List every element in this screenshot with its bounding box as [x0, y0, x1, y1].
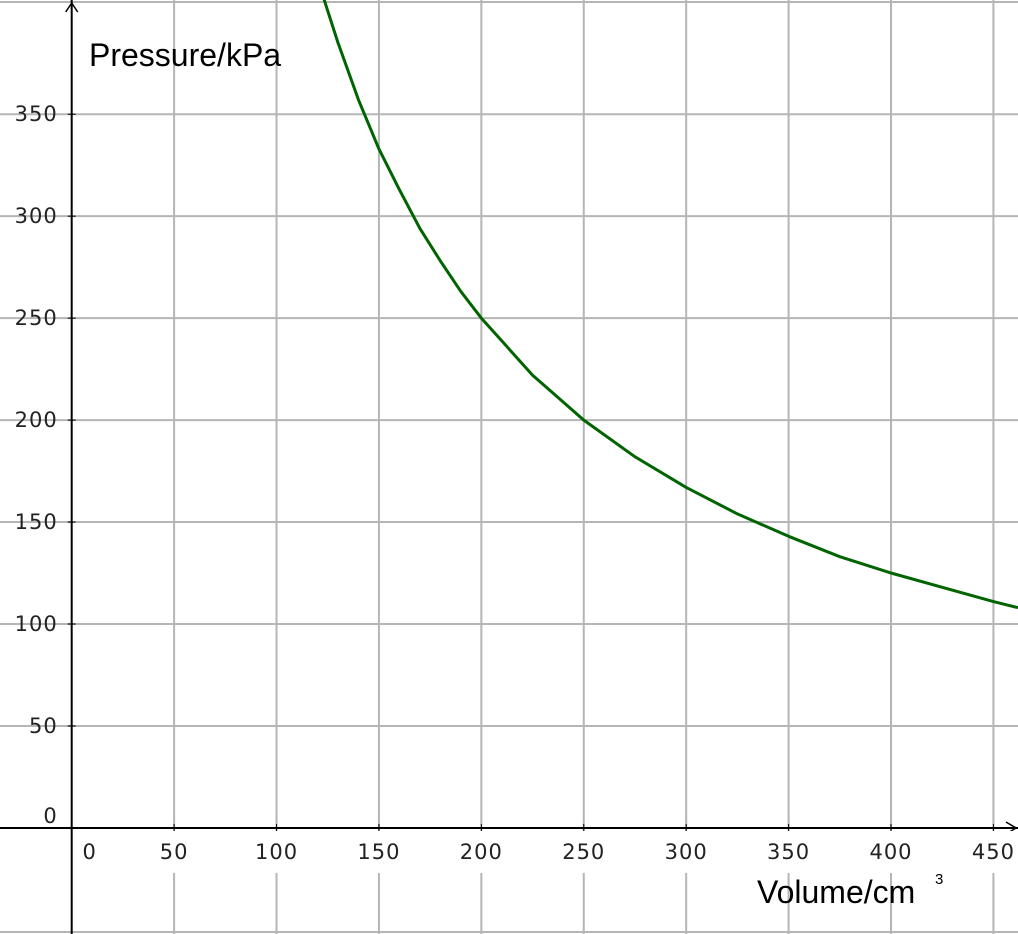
axis-titles: Pressure/kPa Volume/cm 3: [89, 37, 943, 910]
y-axis-arrow: [65, 1, 79, 13]
y-tick-label-50: 50: [29, 714, 58, 738]
y-tick-label-150: 150: [15, 510, 58, 534]
y-tick-label-300: 300: [15, 204, 58, 228]
series-line-0: [322, 0, 1018, 610]
y-tick-label-250: 250: [15, 306, 58, 330]
x-axis-title-superscript: 3: [935, 871, 943, 888]
series-layer: [322, 0, 1018, 610]
x-tick-label-band: [74, 830, 1018, 873]
x-tick-label-450: 450: [972, 840, 1015, 864]
y-tick-label-100: 100: [15, 612, 58, 636]
x-axis-title-main: Volume/cm: [757, 874, 915, 910]
x-tick-label-200: 200: [460, 840, 503, 864]
y-tick-label-200: 200: [15, 408, 58, 432]
x-tick-label-350: 350: [767, 840, 810, 864]
y-tick-label-0: 0: [43, 804, 57, 828]
x-tick-label-400: 400: [869, 840, 912, 864]
tick-labels: 0 50 100 150 200 250 300 350 400 450 0 50 100 150 200 2…: [15, 102, 1018, 873]
x-tick-label-0: 0: [83, 840, 97, 864]
y-tick-label-350: 350: [15, 102, 58, 126]
x-tick-label-250: 250: [562, 840, 605, 864]
x-tick-label-300: 300: [665, 840, 708, 864]
x-axis-title: Volume/cm: [757, 874, 915, 910]
y-axis-title: Pressure/kPa: [89, 37, 281, 73]
x-tick-label-150: 150: [357, 840, 400, 864]
x-tick-label-100: 100: [255, 840, 298, 864]
x-tick-label-50: 50: [160, 840, 189, 864]
